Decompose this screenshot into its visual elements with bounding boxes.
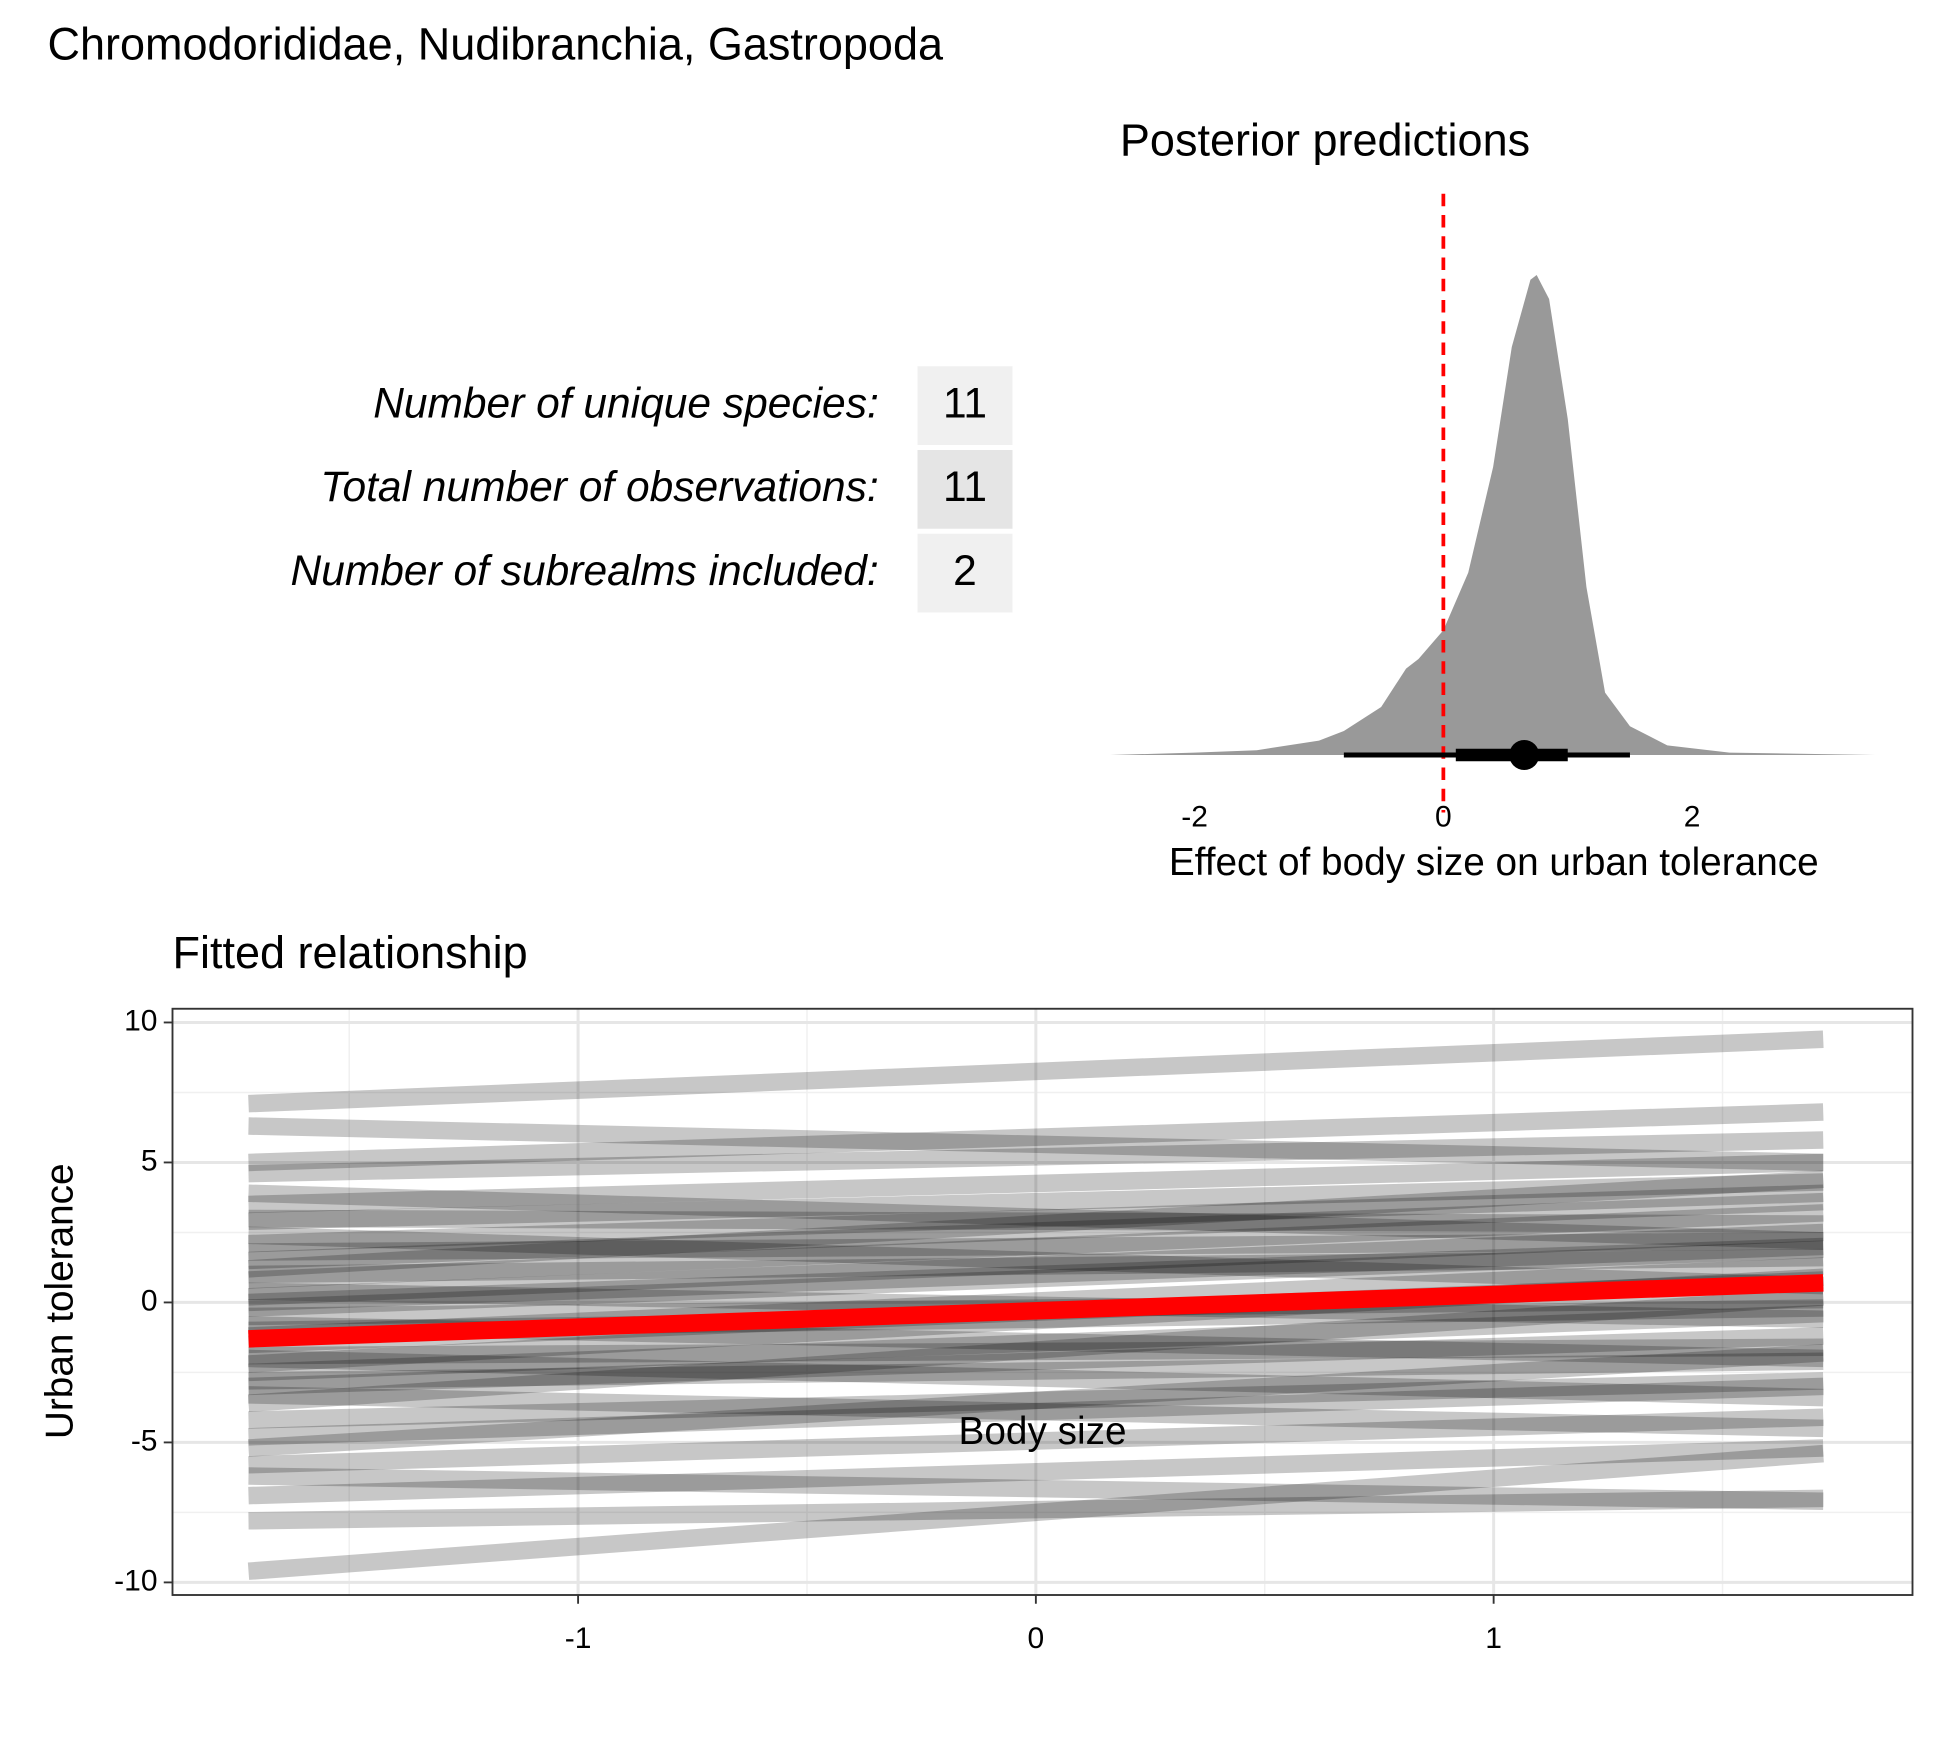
y-tick-label: 0	[141, 1284, 158, 1317]
x-axis-label: Effect of body size on urban tolerance	[1169, 841, 1819, 884]
stat-value: 11	[943, 464, 987, 511]
density-area	[1110, 275, 1875, 755]
posterior-draw	[248, 1226, 1824, 1295]
posterior-draw	[248, 1030, 1824, 1113]
posterior-draw	[248, 1103, 1824, 1172]
posterior-draw	[248, 1377, 1824, 1446]
posterior-draw	[248, 1349, 1824, 1407]
fit-line	[248, 1274, 1824, 1348]
posterior-draw	[248, 1184, 1824, 1253]
posterior-draw	[248, 1304, 1824, 1382]
posterior-draw	[248, 1237, 1824, 1312]
panel-title: Fitted relationship	[173, 927, 528, 978]
posterior-draw	[248, 1489, 1824, 1530]
stat-label: Number of subrealms included:	[291, 548, 879, 595]
posterior-draw	[248, 1223, 1824, 1306]
posterior-draw	[248, 1372, 1824, 1429]
x-tick-label: 0	[1435, 801, 1452, 834]
y-tick-label: 10	[124, 1004, 157, 1037]
x-tick-label: 2	[1684, 801, 1701, 834]
figure-title: Chromodorididae, Nudibranchia, Gastropod…	[48, 18, 944, 69]
posterior-draw	[248, 1327, 1824, 1396]
posterior-draw	[247, 1444, 1824, 1580]
posterior-draw	[248, 1184, 1824, 1250]
posterior-draw	[248, 1240, 1824, 1317]
posterior-draw	[248, 1232, 1824, 1261]
stat-value: 2	[953, 548, 977, 595]
stat-cell	[917, 533, 1013, 613]
x-tick-label: -1	[565, 1622, 592, 1655]
posterior-draw	[247, 1344, 1824, 1457]
y-tick-label: 5	[141, 1144, 158, 1177]
stat-value: 11	[943, 380, 987, 427]
posterior-draw	[248, 1131, 1824, 1183]
posterior-draw	[248, 1248, 1824, 1284]
posterior-draw	[247, 1288, 1824, 1412]
x-tick-label: 1	[1485, 1622, 1502, 1655]
stat-cell	[917, 450, 1013, 529]
stat-label: Total number of observations:	[320, 464, 878, 511]
panel-title: Posterior predictions	[1120, 115, 1530, 166]
posterior-draw	[248, 1204, 1824, 1289]
posterior-draw	[248, 1338, 1824, 1365]
y-tick-label: -5	[131, 1424, 158, 1457]
posterior-draw	[248, 1153, 1824, 1214]
posterior-draw	[247, 1170, 1824, 1278]
posterior-draw	[248, 1467, 1824, 1510]
posterior-draw	[248, 1209, 1824, 1233]
point-estimate	[1509, 740, 1540, 770]
posterior-draw	[248, 1386, 1824, 1438]
posterior-draw	[248, 1408, 1824, 1474]
posterior-draw	[248, 1173, 1824, 1230]
x-tick-label: -2	[1181, 801, 1208, 834]
posterior-draw	[248, 1352, 1824, 1390]
x-tick-label: 0	[1028, 1622, 1045, 1655]
posterior-draw	[248, 1439, 1824, 1505]
posterior-draw	[248, 1117, 1824, 1172]
stat-cell	[917, 366, 1013, 445]
x-axis-label: Body size	[959, 1410, 1127, 1453]
y-axis-label: Urban tolerance	[39, 1163, 82, 1439]
stat-label: Number of unique species:	[373, 380, 879, 427]
y-tick-label: -10	[114, 1564, 157, 1597]
posterior-draw	[248, 1192, 1824, 1270]
